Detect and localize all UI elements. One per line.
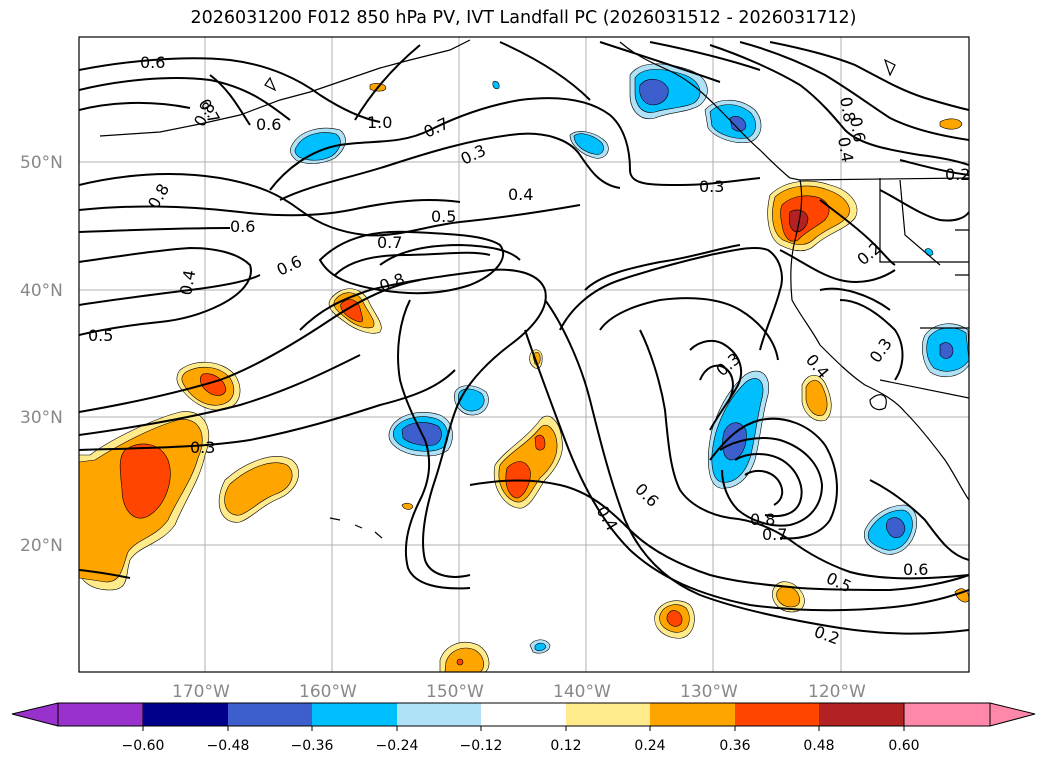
contour-label: 0.2 xyxy=(945,165,970,184)
lat-label: 30°N xyxy=(20,408,63,428)
colorbar-extend-high xyxy=(903,702,1036,727)
contour-label: 0.6 xyxy=(903,560,928,579)
colorbar-segment xyxy=(819,703,904,726)
contour-label: 0.7 xyxy=(377,233,402,252)
colorbar-extend-low xyxy=(11,702,144,727)
map-title: 2026031200 F012 850 hPa PV, IVT Landfall… xyxy=(190,8,857,28)
lon-label: 160°W xyxy=(299,682,357,702)
lon-label: 140°W xyxy=(553,682,611,702)
gridlines xyxy=(79,37,969,672)
lon-label: 150°W xyxy=(426,682,484,702)
colorbar-tick: −0.12 xyxy=(460,738,503,754)
lon-label: 120°W xyxy=(808,682,866,702)
colorbar-segment xyxy=(397,703,481,726)
colorbar-tick: 0.12 xyxy=(550,738,581,754)
lat-label: 50°N xyxy=(20,153,63,173)
colorbar-tick: 0.48 xyxy=(803,738,834,754)
map-border xyxy=(78,36,970,673)
colorbar-tick: 0.24 xyxy=(634,738,665,754)
colorbar: −0.60 −0.48 −0.36 −0.24 −0.12 0.12 0.24 … xyxy=(11,702,1036,754)
pv-contours xyxy=(79,41,969,635)
contour-label: 0.7 xyxy=(762,525,787,544)
latitude-labels: 50°N 40°N 30°N 20°N xyxy=(20,153,63,556)
contour-label: 0.6 xyxy=(256,115,281,134)
colorbar-segment xyxy=(566,703,650,726)
colorbar-tick: 0.36 xyxy=(719,738,750,754)
colorbar-segment xyxy=(735,703,819,726)
colorbar-tick: −0.36 xyxy=(291,738,334,754)
contour-label: 0.6 xyxy=(230,217,255,236)
map-panel xyxy=(79,37,969,672)
contour-label: 1.0 xyxy=(367,113,392,132)
colorbar-tick: −0.60 xyxy=(122,738,165,754)
contour-label: 0.4 xyxy=(834,135,857,163)
colorbar-segment xyxy=(228,703,312,726)
colorbar-segment xyxy=(481,703,566,726)
lon-label: 130°W xyxy=(680,682,738,702)
contour-label: 0.5 xyxy=(88,326,113,345)
colorbar-segment xyxy=(143,703,228,726)
lat-label: 20°N xyxy=(20,536,63,556)
longitude-labels: 170°W 160°W 150°W 140°W 130°W 120°W xyxy=(172,682,866,702)
contour-label: 0.6 xyxy=(140,53,165,72)
coastlines xyxy=(99,39,969,539)
contour-label: 0.8 xyxy=(836,95,859,123)
colorbar-tick: −0.48 xyxy=(207,738,250,754)
contour-label: 0.3 xyxy=(699,177,724,196)
contour-label: 0.6 xyxy=(846,115,869,143)
colorbar-tick: −0.24 xyxy=(376,738,419,754)
contour-label: 0.3 xyxy=(190,438,215,457)
lat-label: 40°N xyxy=(20,281,63,301)
contour-label: 0.8 xyxy=(750,510,775,529)
contour-label: 0.5 xyxy=(431,207,456,226)
lon-label: 170°W xyxy=(172,682,230,702)
colorbar-segment xyxy=(312,703,397,726)
contour-label: 0.4 xyxy=(508,185,533,204)
colorbar-segment xyxy=(650,703,735,726)
ivt-shading xyxy=(79,63,969,672)
contour-label: 0.4 xyxy=(176,268,199,296)
colorbar-tick: 0.60 xyxy=(888,738,919,754)
